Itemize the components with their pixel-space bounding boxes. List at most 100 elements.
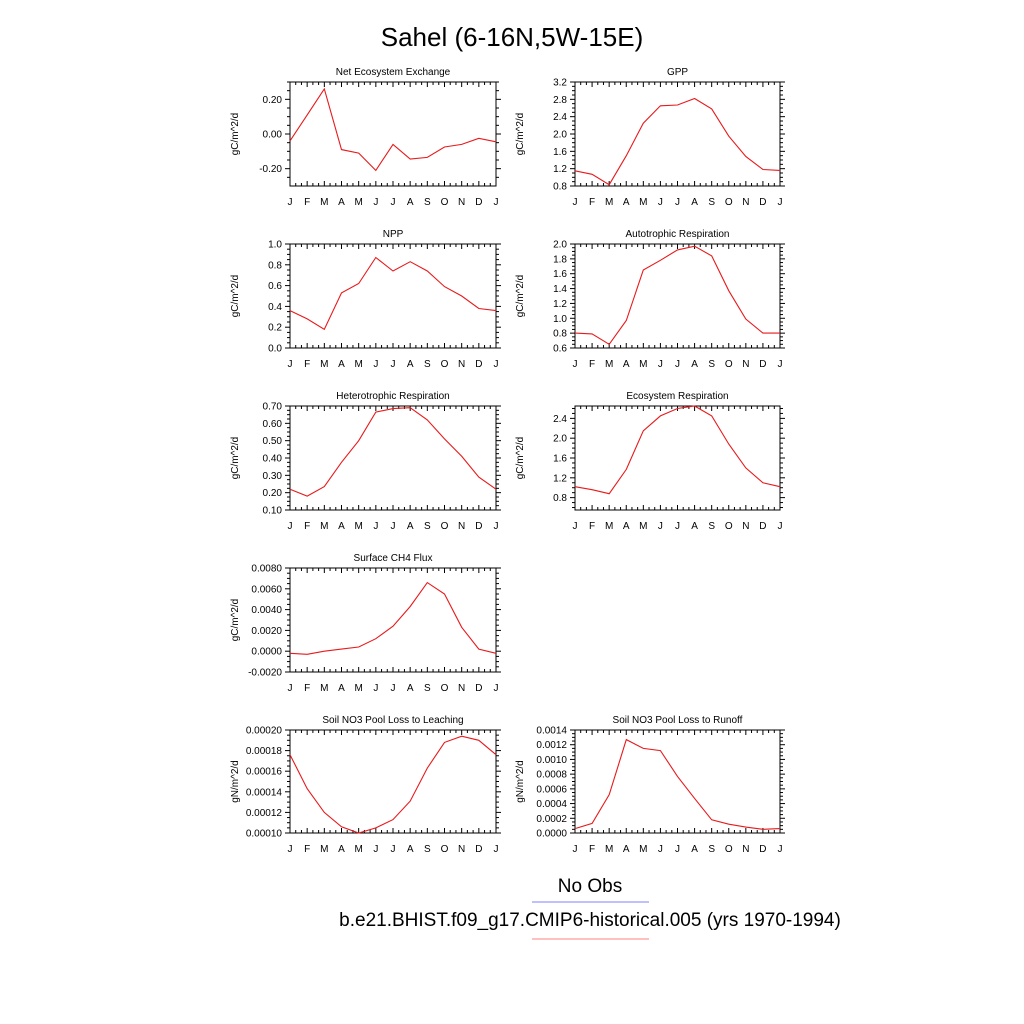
x-tick-label: M xyxy=(354,521,362,532)
x-tick-label: S xyxy=(424,197,431,208)
x-tick-label: J xyxy=(373,197,378,208)
x-tick-label: S xyxy=(708,197,715,208)
y-tick-label: 0.4 xyxy=(268,302,282,313)
x-tick-label: D xyxy=(475,521,482,532)
panel-title: Autotrophic Respiration xyxy=(626,229,730,240)
y-tick-label: 1.4 xyxy=(553,284,567,295)
y-tick-label: 0.60 xyxy=(263,419,283,430)
x-tick-label: S xyxy=(424,359,431,370)
x-tick-label: N xyxy=(458,844,465,855)
y-tick-label: 0.6 xyxy=(553,344,567,355)
x-tick-label: A xyxy=(623,359,630,370)
plot-frame xyxy=(289,81,497,187)
x-tick-label: N xyxy=(742,521,749,532)
x-tick-label: M xyxy=(605,521,613,532)
x-tick-label: F xyxy=(589,359,595,370)
y-tick-label: 1.2 xyxy=(553,299,567,310)
y-tick-label: 0.00014 xyxy=(246,787,283,798)
x-tick-label: J xyxy=(658,359,663,370)
x-tick-label: O xyxy=(441,844,449,855)
x-tick-label: A xyxy=(623,844,630,855)
series-line xyxy=(574,405,781,495)
series-line xyxy=(289,581,497,655)
plot-frame xyxy=(289,405,497,511)
y-tick-label: 0.30 xyxy=(263,471,283,482)
y-tick-label: 0.6 xyxy=(268,281,282,292)
y-tick-label: 1.0 xyxy=(268,240,282,251)
y-tick-label: 0.2 xyxy=(268,323,282,334)
x-tick-label: D xyxy=(759,844,766,855)
panel-title: NPP xyxy=(383,229,404,240)
x-tick-label: J xyxy=(494,683,499,694)
panel-title: Heterotrophic Respiration xyxy=(336,391,449,402)
x-tick-label: A xyxy=(338,844,345,855)
y-axis-label: gC/m^2/d xyxy=(515,113,526,156)
x-tick-label: N xyxy=(458,359,465,370)
y-tick-label: 1.6 xyxy=(553,147,567,158)
x-tick-label: A xyxy=(691,521,698,532)
x-tick-label: A xyxy=(623,521,630,532)
legend: No Obs b.e21.BHIST.f09_g17.CMIP6-histori… xyxy=(339,876,841,940)
x-tick-label: J xyxy=(373,683,378,694)
plot-frame xyxy=(289,729,497,834)
x-tick-label: J xyxy=(373,521,378,532)
y-tick-label: 0.00018 xyxy=(246,746,283,757)
x-tick-label: F xyxy=(589,521,595,532)
x-tick-label: O xyxy=(725,197,733,208)
x-tick-label: S xyxy=(424,844,431,855)
x-tick-label: J xyxy=(391,197,396,208)
x-tick-label: J xyxy=(494,844,499,855)
y-tick-label: 0.20 xyxy=(263,488,283,499)
x-tick-label: S xyxy=(424,521,431,532)
y-tick-label: 0.0010 xyxy=(536,755,567,766)
y-tick-label: 1.0 xyxy=(553,314,567,325)
y-axis-label: gC/m^2/d xyxy=(230,437,241,480)
x-tick-label: J xyxy=(675,359,680,370)
x-tick-label: D xyxy=(475,683,482,694)
x-tick-label: D xyxy=(759,197,766,208)
x-tick-label: N xyxy=(742,197,749,208)
series-line xyxy=(574,97,781,186)
x-tick-label: N xyxy=(458,683,465,694)
x-tick-label: J xyxy=(391,521,396,532)
y-tick-label: 2.0 xyxy=(553,130,567,141)
y-tick-label: 0.0060 xyxy=(251,584,282,595)
x-tick-label: O xyxy=(725,844,733,855)
x-tick-label: J xyxy=(573,521,578,532)
x-tick-label: J xyxy=(778,844,783,855)
series-line xyxy=(289,256,497,331)
x-tick-label: A xyxy=(407,359,414,370)
x-tick-label: M xyxy=(639,844,647,855)
plot-frame xyxy=(289,567,497,673)
x-tick-label: S xyxy=(708,844,715,855)
y-tick-label: 1.8 xyxy=(553,254,567,265)
plot-frame xyxy=(574,243,781,349)
y-axis-label: gN/m^2/d xyxy=(230,760,241,803)
x-tick-label: A xyxy=(407,197,414,208)
plot-frame xyxy=(574,405,781,511)
x-tick-label: D xyxy=(475,359,482,370)
y-tick-label: 0.0000 xyxy=(536,829,567,840)
x-tick-label: S xyxy=(424,683,431,694)
series-line xyxy=(289,735,497,834)
y-tick-label: 2.0 xyxy=(553,240,567,251)
y-tick-label: 0.8 xyxy=(553,182,567,193)
x-tick-label: A xyxy=(691,359,698,370)
x-tick-label: F xyxy=(304,683,310,694)
x-tick-label: J xyxy=(288,197,293,208)
y-tick-label: 0.00 xyxy=(263,130,283,141)
x-tick-label: M xyxy=(354,683,362,694)
x-tick-label: A xyxy=(407,844,414,855)
y-tick-label: 0.0012 xyxy=(536,740,567,751)
x-tick-label: A xyxy=(407,521,414,532)
x-tick-label: F xyxy=(589,844,595,855)
x-tick-label: O xyxy=(441,197,449,208)
y-tick-label: 2.4 xyxy=(553,414,567,425)
x-tick-label: A xyxy=(407,683,414,694)
x-tick-label: M xyxy=(354,359,362,370)
x-tick-label: A xyxy=(623,197,630,208)
x-tick-label: O xyxy=(725,521,733,532)
